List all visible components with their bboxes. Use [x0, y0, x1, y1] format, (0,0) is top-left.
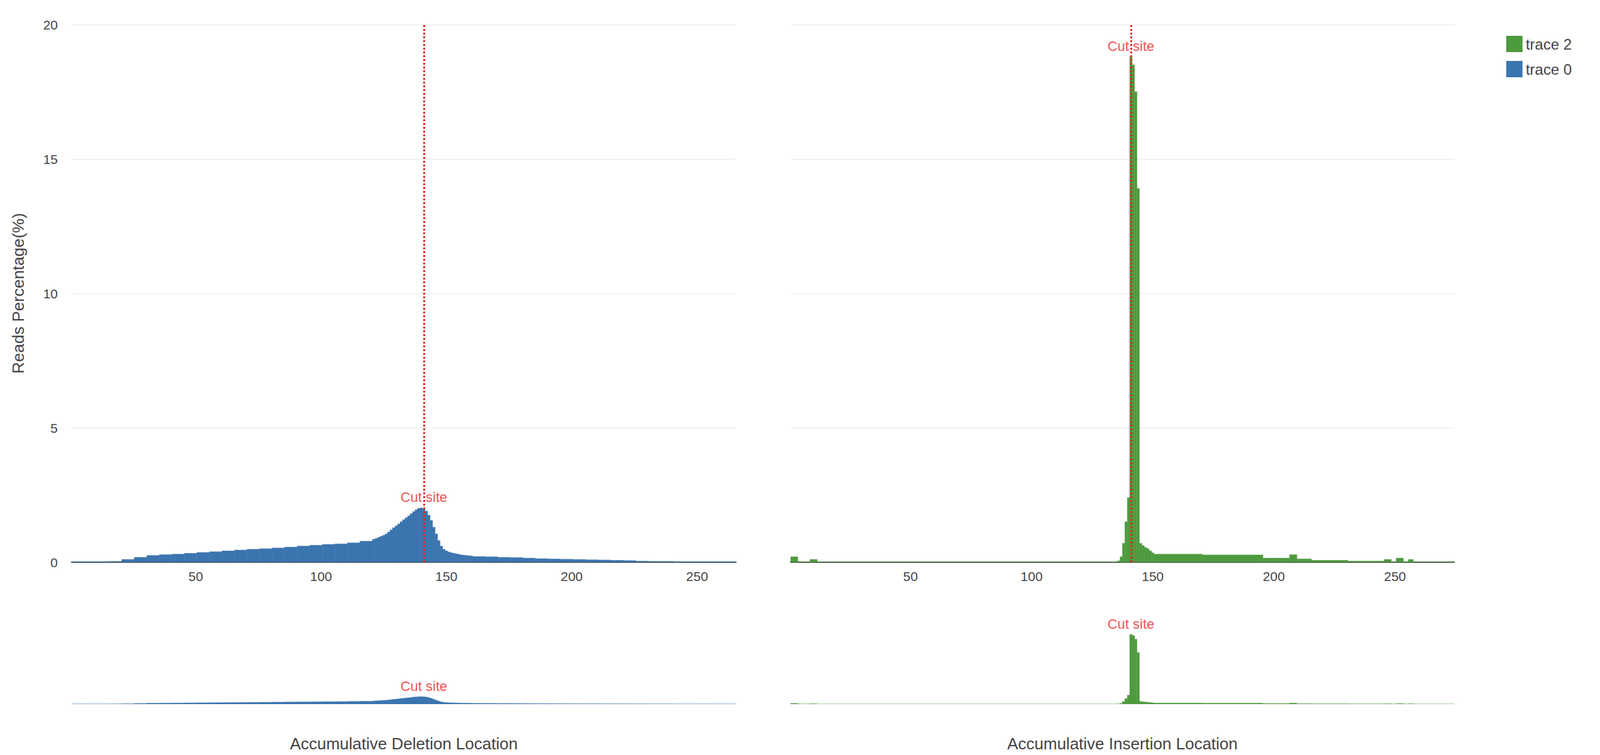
svg-text:100: 100 — [1020, 568, 1043, 584]
svg-text:Accumulative Deletion Location: Accumulative Deletion Location — [290, 734, 519, 753]
svg-text:50: 50 — [188, 568, 203, 584]
svg-text:Cut site: Cut site — [1107, 616, 1155, 632]
svg-text:15: 15 — [43, 151, 58, 167]
svg-text:Reads Percentage(%): Reads Percentage(%) — [8, 212, 28, 374]
svg-text:trace 2: trace 2 — [1525, 35, 1572, 53]
svg-text:200: 200 — [1262, 568, 1285, 584]
svg-text:100: 100 — [310, 568, 333, 584]
svg-text:Cut site: Cut site — [400, 489, 448, 505]
svg-text:Accumulative Insertion Locatio: Accumulative Insertion Location — [1007, 734, 1238, 753]
svg-text:20: 20 — [43, 17, 58, 33]
svg-text:Cut site: Cut site — [1107, 38, 1155, 54]
svg-text:50: 50 — [902, 568, 918, 584]
svg-text:5: 5 — [50, 420, 58, 436]
svg-text:150: 150 — [435, 568, 458, 584]
svg-text:10: 10 — [43, 286, 58, 301]
svg-text:0: 0 — [50, 555, 58, 570]
svg-text:200: 200 — [560, 568, 583, 584]
svg-text:Cut site: Cut site — [400, 678, 448, 694]
svg-text:250: 250 — [1383, 568, 1406, 584]
svg-text:trace 0: trace 0 — [1525, 60, 1572, 78]
svg-text:250: 250 — [686, 568, 709, 584]
svg-text:150: 150 — [1141, 568, 1164, 584]
